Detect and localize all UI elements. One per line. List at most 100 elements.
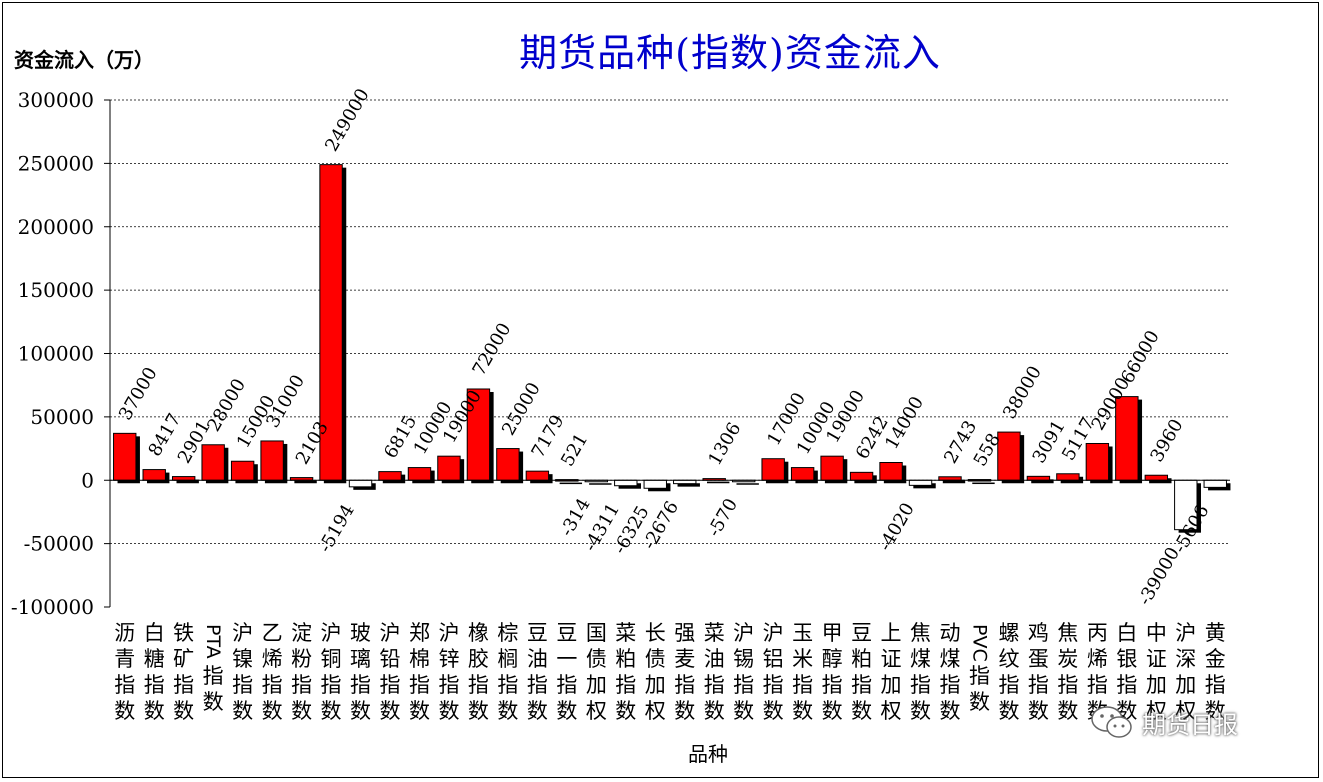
svg-text:指: 指 bbox=[615, 673, 636, 697]
category-label: PTA 指数 bbox=[202, 624, 224, 714]
bar bbox=[1056, 473, 1080, 481]
svg-text:数: 数 bbox=[291, 699, 312, 723]
y-tick-label: 0 bbox=[81, 468, 94, 492]
svg-text:炭: 炭 bbox=[1057, 647, 1078, 671]
y-tick-label: 250000 bbox=[18, 151, 94, 175]
svg-text:数: 数 bbox=[556, 699, 577, 723]
svg-text:数: 数 bbox=[763, 699, 784, 723]
svg-text:指: 指 bbox=[792, 673, 813, 697]
bar bbox=[761, 458, 785, 481]
svg-text:沥: 沥 bbox=[114, 621, 135, 645]
bar-shadow bbox=[589, 483, 612, 485]
svg-text:上: 上 bbox=[881, 621, 902, 645]
data-label: 1306 bbox=[704, 419, 745, 469]
svg-text:数: 数 bbox=[704, 699, 725, 723]
bar-shadow bbox=[972, 482, 995, 485]
svg-text:玻: 玻 bbox=[350, 621, 371, 645]
svg-text:乙: 乙 bbox=[262, 621, 283, 645]
svg-text:指: 指 bbox=[704, 673, 725, 697]
svg-text:债: 债 bbox=[645, 647, 666, 671]
y-tick-label: 200000 bbox=[18, 215, 94, 239]
bar bbox=[1144, 474, 1169, 481]
svg-text:PTA: PTA bbox=[202, 624, 224, 659]
svg-text:加: 加 bbox=[1146, 673, 1167, 697]
bar bbox=[614, 479, 638, 487]
svg-text:指: 指 bbox=[144, 673, 165, 697]
svg-text:指: 指 bbox=[173, 673, 194, 697]
svg-text:数: 数 bbox=[1205, 699, 1226, 723]
data-label: 38000 bbox=[999, 362, 1046, 422]
bar bbox=[1203, 479, 1227, 488]
bar bbox=[201, 444, 225, 481]
svg-text:白: 白 bbox=[1116, 621, 1137, 645]
svg-text:银: 银 bbox=[1116, 647, 1137, 671]
svg-text:铝: 铝 bbox=[763, 647, 784, 671]
svg-text:铜: 铜 bbox=[321, 647, 342, 671]
watermark-text: 期货日报 bbox=[1142, 710, 1238, 739]
svg-text:加: 加 bbox=[586, 673, 607, 697]
svg-text:焦: 焦 bbox=[910, 621, 931, 645]
svg-text:数: 数 bbox=[321, 699, 342, 723]
svg-text:醇: 醇 bbox=[822, 647, 843, 671]
svg-text:数: 数 bbox=[497, 699, 518, 723]
svg-text:棕: 棕 bbox=[497, 621, 518, 645]
svg-text:债: 债 bbox=[586, 647, 607, 671]
y-tick-label: 150000 bbox=[18, 278, 94, 302]
bar bbox=[1026, 475, 1051, 481]
svg-text:甲: 甲 bbox=[822, 621, 843, 645]
svg-text:数: 数 bbox=[438, 699, 459, 723]
svg-text:铅: 铅 bbox=[380, 647, 401, 671]
svg-text:榈: 榈 bbox=[497, 647, 518, 671]
svg-text:中: 中 bbox=[1146, 621, 1167, 645]
bar-shadow bbox=[176, 479, 199, 484]
svg-text:沪: 沪 bbox=[438, 621, 459, 645]
y-tick-label: -50000 bbox=[24, 532, 94, 556]
bar bbox=[849, 471, 874, 481]
svg-text:指: 指 bbox=[851, 673, 872, 697]
svg-text:指: 指 bbox=[114, 673, 135, 697]
svg-text:矿: 矿 bbox=[173, 647, 194, 671]
svg-text:数: 数 bbox=[468, 699, 489, 723]
bar bbox=[525, 470, 550, 481]
svg-text:长: 长 bbox=[645, 621, 666, 645]
svg-text:指: 指 bbox=[1087, 673, 1108, 697]
svg-text:指: 指 bbox=[763, 673, 784, 697]
y-tick-label: 50000 bbox=[30, 405, 94, 429]
bar bbox=[820, 455, 844, 481]
y-tick-label: -100000 bbox=[11, 595, 94, 619]
svg-text:淀: 淀 bbox=[291, 621, 312, 645]
svg-text:指: 指 bbox=[1057, 673, 1078, 697]
svg-text:油: 油 bbox=[527, 647, 548, 671]
svg-text:指: 指 bbox=[1116, 673, 1137, 697]
bar bbox=[378, 471, 402, 481]
data-label: -39000 bbox=[1134, 544, 1184, 609]
svg-text:加: 加 bbox=[881, 673, 902, 697]
svg-text:棉: 棉 bbox=[409, 647, 430, 671]
svg-text:数: 数 bbox=[350, 699, 371, 723]
data-label: -5194 bbox=[315, 501, 359, 556]
bar bbox=[348, 479, 373, 488]
svg-text:白: 白 bbox=[144, 621, 165, 645]
svg-text:指: 指 bbox=[380, 673, 401, 697]
data-label: 37000 bbox=[115, 364, 162, 424]
data-label: 521 bbox=[557, 430, 592, 470]
svg-text:数: 数 bbox=[144, 699, 165, 723]
svg-text:指: 指 bbox=[203, 664, 224, 688]
data-label: -570 bbox=[704, 495, 742, 541]
svg-text:纹: 纹 bbox=[998, 647, 1019, 671]
svg-text:烯: 烯 bbox=[262, 647, 283, 671]
svg-text:指: 指 bbox=[969, 664, 990, 688]
svg-text:权: 权 bbox=[645, 699, 666, 723]
svg-text:指: 指 bbox=[438, 673, 459, 697]
